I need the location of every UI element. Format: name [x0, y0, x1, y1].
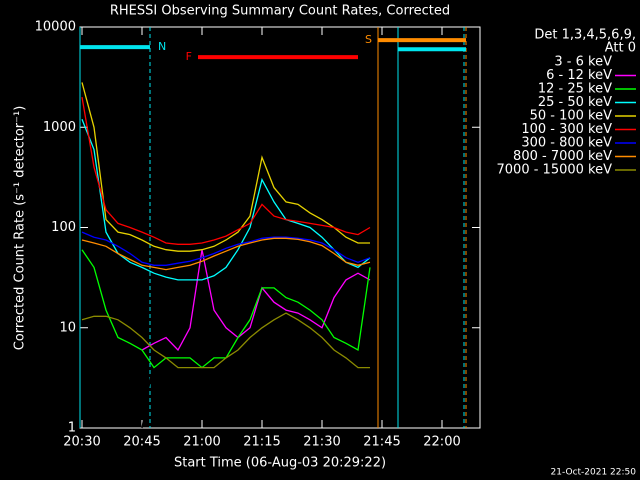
x-tick-label: 21:00: [183, 435, 220, 450]
series-line: [81, 237, 371, 271]
legend-label: 100 - 300 keV: [521, 122, 612, 137]
legend-label: 6 - 12 keV: [546, 68, 612, 83]
series-line: [81, 231, 371, 266]
legend-header: Att 0: [605, 41, 636, 56]
x-tick-label: 21:45: [363, 435, 400, 450]
legend-label: 7000 - 15000 keV: [497, 163, 613, 178]
footer: 21-Oct-2021 22:50: [551, 468, 637, 478]
y-axis-label: Corrected Count Rate (s⁻¹ detector⁻¹): [13, 106, 28, 351]
x-tick-label: 20:30: [63, 435, 100, 450]
legend-label: 300 - 800 keV: [521, 136, 612, 151]
x-tick-label: 21:30: [303, 435, 340, 450]
x-tick-label: 20:45: [123, 435, 160, 450]
legend-label: 800 - 7000 keV: [513, 149, 612, 164]
legend-label: 25 - 50 keV: [538, 95, 612, 110]
series-line: [81, 312, 370, 369]
x-tick-label: 22:00: [423, 435, 460, 450]
legend-label: 50 - 100 keV: [530, 109, 613, 124]
y-tick-label: 1: [68, 421, 76, 436]
x-axis-label: Start Time (06-Aug-03 20:29:22): [174, 456, 386, 471]
y-tick-label: 10000: [35, 20, 76, 35]
interval-label: S: [365, 33, 372, 46]
series-line: [81, 96, 371, 245]
y-tick-label: 10: [59, 320, 76, 335]
series-line: [81, 82, 370, 252]
legend-label: 3 - 6 keV: [554, 55, 612, 70]
y-tick-label: 1000: [43, 120, 76, 135]
x-tick-label: 21:15: [243, 435, 280, 450]
legend-label: 12 - 25 keV: [538, 82, 612, 97]
series-line: [141, 249, 371, 352]
interval-label: F: [186, 50, 192, 63]
legend-header: Det 1,3,4,5,6,9,: [534, 28, 636, 43]
interval-label: N: [158, 40, 166, 53]
y-tick-label: 100: [51, 220, 76, 235]
chart-title: RHESSI Observing Summary Count Rates, Co…: [110, 4, 450, 19]
series-line: [81, 119, 371, 281]
plot-frame: [79, 26, 481, 429]
